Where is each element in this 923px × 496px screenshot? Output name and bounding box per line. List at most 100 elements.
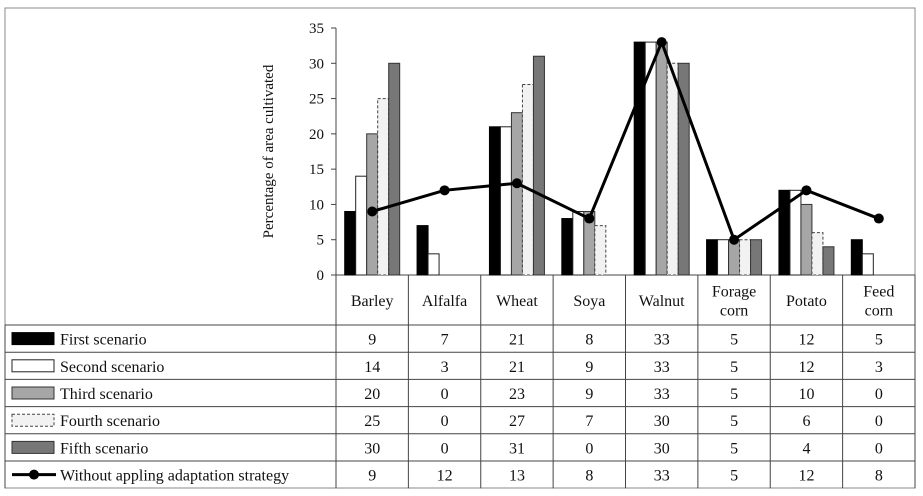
legend-label: Second scenario — [60, 359, 164, 376]
bar — [366, 133, 379, 276]
category-label: Feed — [863, 284, 894, 301]
legend-label: First scenario — [60, 332, 147, 349]
data-label: 6 — [802, 413, 810, 430]
legend-key — [11, 332, 55, 346]
data-label: 31 — [509, 440, 525, 457]
y-tick-label: 20 — [309, 127, 324, 143]
category-label: Barley — [351, 293, 394, 310]
data-label: 30 — [654, 440, 670, 457]
data-label: 5 — [875, 332, 883, 349]
bar — [861, 253, 874, 276]
bar — [416, 225, 429, 276]
bar — [822, 246, 835, 276]
line-point — [873, 213, 884, 224]
data-label: 33 — [654, 386, 670, 403]
data-label: 33 — [654, 332, 670, 349]
data-label: 8 — [585, 332, 593, 349]
data-label: 9 — [585, 359, 593, 376]
category-label: Walnut — [639, 293, 685, 310]
bar — [532, 55, 545, 276]
data-label: 7 — [441, 332, 449, 349]
bar — [717, 239, 730, 276]
data-label: 12 — [798, 332, 814, 349]
data-label: 3 — [875, 359, 883, 376]
legend-label: Fifth scenario — [60, 440, 148, 457]
data-label: 3 — [441, 359, 449, 376]
category-label: Forage — [712, 284, 756, 301]
bar — [427, 253, 440, 276]
chart-border — [4, 7, 916, 489]
legend-key — [11, 386, 55, 400]
data-label: 9 — [585, 386, 593, 403]
bar — [510, 112, 523, 276]
bar — [388, 62, 401, 276]
legend-label: Third scenario — [60, 386, 153, 403]
line-point — [801, 185, 812, 196]
line-point — [584, 213, 595, 224]
bar — [355, 175, 368, 276]
data-label: 4 — [802, 440, 810, 457]
y-tick-label: 5 — [317, 233, 325, 249]
bar — [728, 239, 741, 276]
category-label: Wheat — [496, 293, 538, 310]
data-label: 0 — [585, 440, 593, 457]
data-label: 7 — [585, 413, 593, 430]
data-label: 9 — [368, 332, 376, 349]
line-point — [511, 178, 522, 189]
y-axis-title: Percentage of area cultivated — [261, 64, 277, 238]
legend-label: Without appling adaptation strategy — [60, 468, 289, 485]
bar — [655, 41, 668, 276]
y-tick-label: 30 — [309, 56, 324, 72]
data-label: 0 — [441, 440, 449, 457]
category-label: corn — [865, 303, 893, 320]
y-tick-label: 10 — [309, 197, 324, 213]
bar — [677, 62, 690, 276]
category-label: Alfalfa — [422, 293, 467, 310]
y-tick-label: 0 — [317, 268, 325, 284]
data-label: 27 — [509, 413, 525, 430]
bar — [488, 126, 501, 276]
bar — [572, 210, 585, 276]
category-label: Soya — [573, 293, 605, 310]
bar — [377, 98, 390, 276]
line-point — [656, 37, 667, 48]
data-label: 30 — [654, 413, 670, 430]
data-label: 33 — [654, 359, 670, 376]
line-point — [439, 185, 450, 196]
category-label: Potato — [786, 293, 827, 310]
line-point — [729, 234, 740, 245]
data-label: 21 — [509, 359, 525, 376]
data-label: 13 — [509, 468, 525, 485]
bar — [811, 232, 824, 276]
y-tick-label: 35 — [309, 21, 324, 37]
bar — [666, 62, 679, 276]
bar — [561, 218, 574, 276]
bar — [739, 239, 752, 276]
data-label: 0 — [875, 386, 883, 403]
bar — [521, 83, 534, 276]
data-label: 30 — [364, 440, 380, 457]
data-label: 12 — [437, 468, 453, 485]
line-point — [367, 206, 378, 217]
data-label: 5 — [730, 359, 738, 376]
data-label: 12 — [798, 468, 814, 485]
data-label: 9 — [368, 468, 376, 485]
data-label: 0 — [875, 413, 883, 430]
data-label: 25 — [364, 413, 380, 430]
bar — [850, 239, 863, 276]
bar — [594, 225, 607, 276]
series-line — [371, 37, 880, 243]
data-label: 5 — [730, 440, 738, 457]
data-label: 33 — [654, 468, 670, 485]
data-label: 14 — [364, 359, 380, 376]
y-tick-label: 25 — [309, 92, 324, 108]
data-label: 20 — [364, 386, 380, 403]
data-label: 0 — [441, 386, 449, 403]
data-label: 8 — [585, 468, 593, 485]
data-label: 0 — [441, 413, 449, 430]
data-label: 0 — [875, 440, 883, 457]
legend-key — [11, 440, 55, 454]
legend-key-marker — [29, 469, 39, 480]
